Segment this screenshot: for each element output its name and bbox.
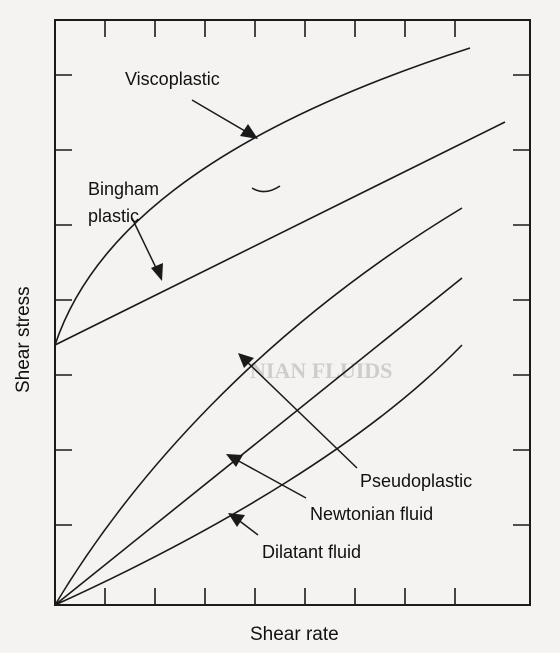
pointer-viscoplastic	[191, 99, 258, 139]
curve-bingham-plastic	[54, 121, 506, 346]
curve-viscoplastic	[54, 47, 471, 346]
x-axis-label: Shear rate	[250, 624, 339, 645]
curve-dilatant	[54, 344, 463, 606]
pointer-line	[131, 217, 159, 273]
arrowhead	[226, 454, 243, 467]
pen-mark	[251, 185, 281, 193]
label-newtonian: Newtonian fluid	[310, 504, 433, 524]
pointer-bingham	[131, 217, 163, 281]
arrowhead	[238, 353, 254, 368]
right-axis-ticks	[513, 74, 530, 526]
pointer-line	[244, 359, 358, 469]
bottom-axis-ticks	[104, 588, 456, 605]
curve-newtonian	[54, 277, 463, 606]
top-axis-ticks	[104, 20, 456, 37]
pointer-line	[191, 99, 251, 135]
arrowhead	[228, 513, 245, 527]
label-bingham-line1: Bingham	[88, 179, 159, 199]
y-axis-ticks	[55, 74, 72, 526]
label-viscoplastic: Viscoplastic	[125, 69, 220, 89]
pointer-line	[234, 458, 307, 499]
arrowhead	[240, 124, 258, 139]
y-axis-label: Shear stress	[13, 286, 34, 393]
arrowhead	[151, 263, 163, 281]
label-pseudoplastic: Pseudoplastic	[360, 471, 472, 491]
axis-frame	[54, 19, 531, 606]
pointer-newtonian	[226, 454, 307, 499]
backdrop-heading: NIAN FLUIDS	[250, 358, 392, 383]
backdrop-bleed-through: NIAN FLUIDS	[250, 358, 392, 383]
curve-pseudoplastic	[54, 207, 463, 606]
label-dilatant: Dilatant fluid	[262, 542, 361, 562]
label-bingham-line2: plastic	[88, 206, 139, 226]
pointer-dilatant	[228, 513, 259, 536]
pointer-pseudoplastic	[238, 353, 358, 469]
